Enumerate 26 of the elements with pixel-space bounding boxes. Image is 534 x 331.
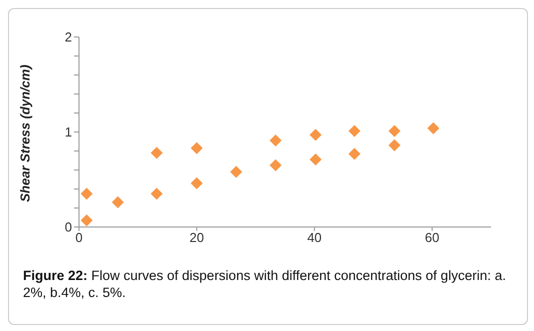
point — [270, 134, 282, 147]
x-tick-label: 40 — [307, 230, 322, 246]
y-tick-label: 1 — [64, 124, 72, 140]
x-tick-label: 20 — [189, 230, 204, 246]
point — [348, 148, 360, 160]
point — [190, 142, 203, 154]
point — [80, 214, 93, 226]
y-axis-title: Shear Stress (dyn/cm) — [18, 64, 33, 202]
point — [310, 154, 322, 166]
point — [150, 146, 163, 159]
point — [310, 128, 322, 141]
point — [150, 188, 163, 200]
point — [80, 188, 93, 200]
point — [348, 125, 360, 138]
x-tick-label: 60 — [424, 230, 440, 246]
point — [112, 196, 124, 208]
point — [427, 122, 440, 134]
point — [230, 166, 242, 178]
x-tick-label: 0 — [75, 230, 83, 246]
point — [190, 177, 203, 190]
point — [388, 139, 400, 152]
point — [270, 159, 282, 172]
y-tick-label: 2 — [64, 30, 72, 45]
point — [388, 125, 400, 138]
y-tick-label: 0 — [64, 220, 72, 235]
caption: Figure 22: Flow curves of dispersions with different concentrations of glycerin: a. 2%, b.4%, c. 5%. — [23, 267, 507, 301]
